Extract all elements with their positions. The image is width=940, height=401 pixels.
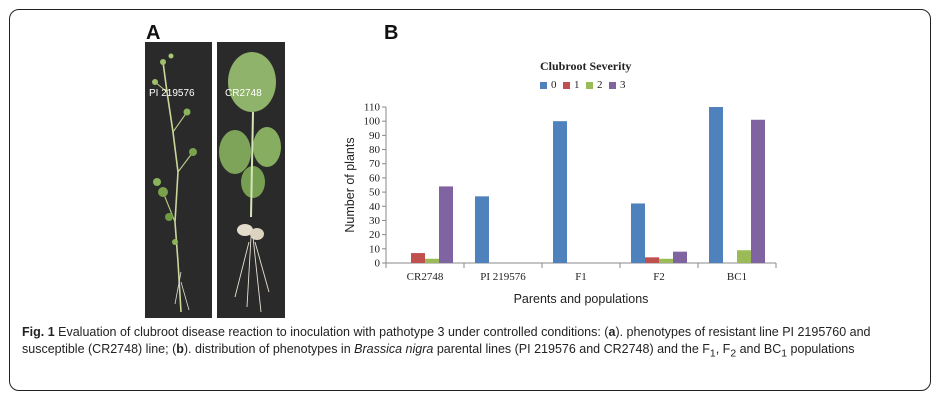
bar-series-2 [659, 258, 673, 263]
legend-item-2: 2 [586, 79, 603, 91]
bar-series-3 [673, 251, 687, 263]
y-tick-label: 50 [369, 187, 381, 199]
photo-label-susceptible: CR2748 [225, 88, 262, 99]
photo-susceptible-plant: CR2748 [217, 42, 285, 318]
caption-text-7: populations [787, 341, 855, 356]
panel-b-label: B [384, 22, 399, 44]
bar-series-0 [475, 196, 489, 263]
legend-item-3: 3 [609, 79, 626, 91]
caption-sub-2: 2 [730, 348, 737, 359]
x-tick-label: F2 [653, 271, 665, 283]
y-tick-label: 40 [369, 201, 381, 213]
y-tick-label: 0 [375, 258, 381, 270]
caption-panel-a: a [608, 325, 616, 339]
legend-swatch [609, 81, 616, 89]
legend-swatch [540, 81, 547, 89]
legend-label: 3 [620, 79, 626, 91]
caption-species: Brassica nigra [354, 341, 434, 356]
legend-swatch [586, 81, 593, 89]
bar-series-0 [709, 107, 723, 263]
caption-sub-1: 1 [709, 348, 716, 359]
caption-text-1: Evaluation of clubroot disease reaction … [54, 325, 609, 339]
x-tick-label: F1 [575, 271, 587, 283]
y-axis-label: Number of plants [343, 137, 357, 232]
bar-series-1 [411, 253, 425, 263]
x-tick-label: BC1 [727, 271, 747, 283]
bar-series-2 [737, 250, 751, 263]
caption-text-6: and BC [736, 341, 782, 356]
x-axis-label: Parents and populations [514, 292, 649, 306]
x-tick-label: CR2748 [407, 271, 444, 283]
y-tick-label: 100 [364, 116, 381, 128]
resistant-plant-image [145, 42, 212, 318]
y-tick-label: 10 [369, 243, 381, 255]
legend-item-1: 1 [563, 79, 580, 91]
photo-resistant-plant: PI 219576 [145, 42, 212, 318]
susceptible-plant-image [217, 42, 285, 318]
bar-series-2 [425, 258, 439, 263]
legend-label: 2 [597, 79, 603, 91]
caption-panel-b: b [176, 341, 184, 356]
y-tick-label: 30 [369, 215, 381, 227]
legend-title: Clubroot Severity [540, 59, 632, 73]
caption-sub-3: 1 [781, 348, 788, 359]
y-tick-label: 70 [369, 158, 381, 170]
bar-series-3 [751, 119, 765, 263]
caption-fig-label: Fig. 1 [22, 325, 55, 339]
y-tick-label: 60 [369, 172, 381, 184]
bar-series-0 [553, 121, 567, 263]
bar-series-0 [631, 203, 645, 263]
legend-swatch [563, 81, 570, 89]
legend-label: 0 [551, 79, 557, 91]
y-tick-label: 110 [364, 102, 381, 114]
legend-item-0: 0 [540, 79, 557, 91]
bar-series-1 [645, 257, 659, 263]
y-tick-label: 80 [369, 144, 381, 156]
x-tick-label: PI 219576 [480, 271, 526, 283]
caption-text-5: , F [715, 341, 731, 356]
caption-text-4: parental lines (PI 219576 and CR2748) an… [433, 341, 710, 356]
figure-caption: Fig. 1 Evaluation of clubroot disease re… [22, 324, 912, 363]
bar-series-3 [439, 186, 453, 263]
legend-label: 1 [574, 79, 580, 91]
panel-a-label: A [146, 22, 161, 44]
caption-text-3: ). distribution of phenotypes in [183, 341, 355, 356]
y-tick-label: 90 [369, 130, 381, 142]
photo-label-resistant: PI 219576 [149, 88, 195, 99]
caption-text-2: ). phenotypes of resistant line PI 21957… [22, 325, 871, 356]
y-tick-label: 20 [369, 229, 381, 241]
